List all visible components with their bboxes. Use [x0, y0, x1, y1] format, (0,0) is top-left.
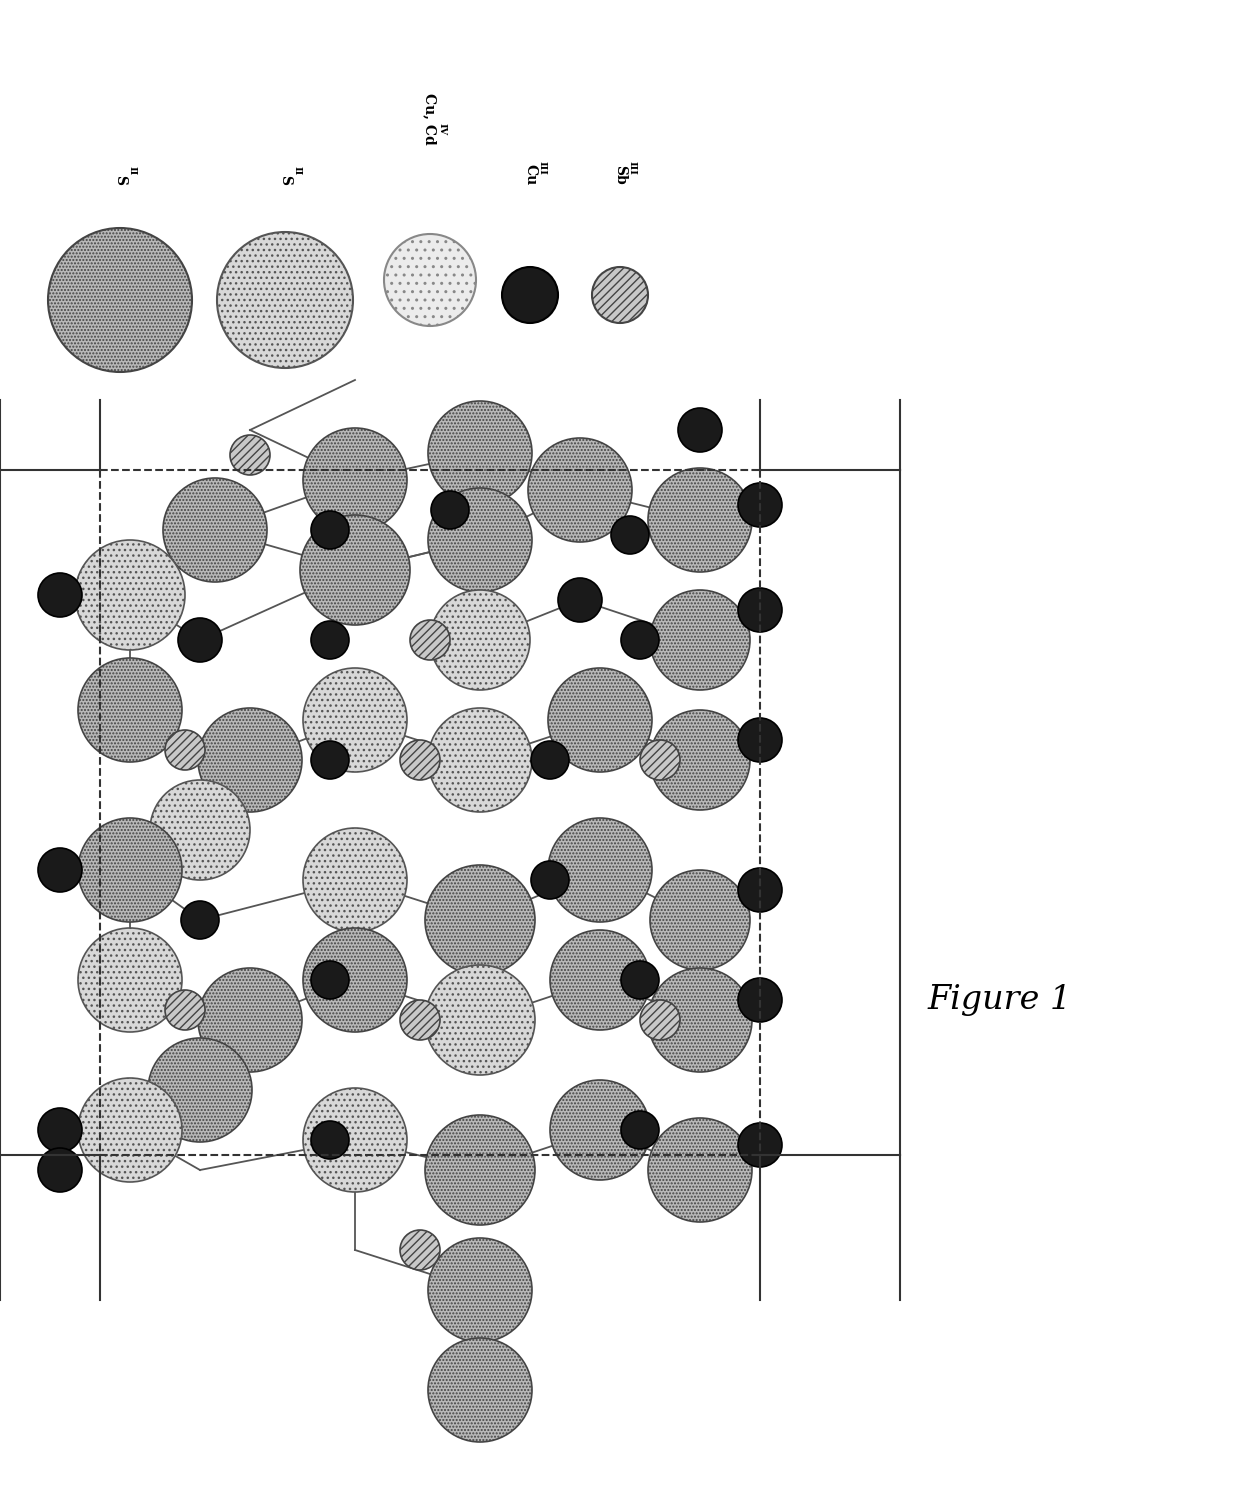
Text: II: II	[128, 166, 136, 175]
Circle shape	[303, 1088, 407, 1192]
Circle shape	[311, 1121, 348, 1159]
Circle shape	[738, 718, 782, 762]
Circle shape	[640, 740, 680, 780]
Circle shape	[650, 591, 750, 691]
Circle shape	[428, 487, 532, 592]
Text: Cu: Cu	[523, 164, 537, 185]
Circle shape	[300, 514, 410, 625]
Circle shape	[621, 620, 658, 659]
Circle shape	[38, 1148, 82, 1192]
Circle shape	[148, 1038, 252, 1142]
Circle shape	[150, 780, 250, 881]
Circle shape	[678, 408, 722, 451]
Text: S: S	[278, 175, 291, 185]
Circle shape	[649, 967, 751, 1072]
Text: Sb: Sb	[613, 166, 627, 185]
Circle shape	[401, 740, 440, 780]
Circle shape	[551, 1079, 650, 1180]
Circle shape	[78, 658, 182, 762]
Circle shape	[48, 229, 192, 372]
Circle shape	[181, 901, 219, 939]
Circle shape	[428, 1238, 532, 1343]
Circle shape	[432, 490, 469, 529]
Circle shape	[528, 438, 632, 543]
Circle shape	[558, 579, 601, 622]
Circle shape	[738, 588, 782, 632]
Circle shape	[428, 1338, 532, 1443]
Circle shape	[425, 964, 534, 1075]
Circle shape	[548, 668, 652, 771]
Circle shape	[198, 709, 303, 812]
Text: IV: IV	[438, 123, 446, 135]
Circle shape	[425, 1115, 534, 1224]
Circle shape	[428, 709, 532, 812]
Circle shape	[640, 1000, 680, 1041]
Circle shape	[38, 848, 82, 893]
Circle shape	[303, 828, 407, 931]
Circle shape	[165, 990, 205, 1030]
Circle shape	[229, 435, 270, 475]
Circle shape	[738, 483, 782, 528]
Circle shape	[531, 861, 569, 898]
Text: II: II	[293, 166, 301, 175]
Circle shape	[165, 730, 205, 770]
Circle shape	[531, 742, 569, 779]
Circle shape	[410, 620, 450, 659]
Circle shape	[650, 870, 750, 970]
Text: III: III	[627, 161, 636, 175]
Circle shape	[217, 232, 353, 368]
Circle shape	[74, 540, 185, 650]
Text: Figure 1: Figure 1	[928, 984, 1073, 1017]
Circle shape	[311, 620, 348, 659]
Circle shape	[38, 573, 82, 617]
Circle shape	[649, 468, 751, 573]
Circle shape	[621, 961, 658, 999]
Circle shape	[621, 1111, 658, 1150]
Circle shape	[38, 1108, 82, 1153]
Circle shape	[649, 1118, 751, 1221]
Circle shape	[198, 967, 303, 1072]
Circle shape	[311, 742, 348, 779]
Circle shape	[738, 1123, 782, 1168]
Circle shape	[179, 617, 222, 662]
Circle shape	[611, 516, 649, 555]
Text: Cu, Cd: Cu, Cd	[423, 93, 436, 145]
Circle shape	[303, 668, 407, 771]
Circle shape	[303, 928, 407, 1032]
Circle shape	[738, 978, 782, 1023]
Circle shape	[738, 869, 782, 912]
Circle shape	[162, 478, 267, 582]
Circle shape	[303, 428, 407, 532]
Circle shape	[548, 818, 652, 922]
Circle shape	[502, 268, 558, 323]
Circle shape	[650, 710, 750, 810]
Circle shape	[551, 930, 650, 1030]
Circle shape	[428, 401, 532, 505]
Circle shape	[78, 1078, 182, 1183]
Circle shape	[311, 511, 348, 549]
Circle shape	[591, 268, 649, 323]
Circle shape	[401, 1230, 440, 1269]
Circle shape	[430, 591, 529, 691]
Text: S: S	[113, 175, 126, 185]
Circle shape	[78, 818, 182, 922]
Circle shape	[311, 961, 348, 999]
Circle shape	[425, 866, 534, 975]
Text: III: III	[537, 161, 547, 175]
Circle shape	[401, 1000, 440, 1041]
Circle shape	[78, 928, 182, 1032]
Circle shape	[384, 235, 476, 326]
